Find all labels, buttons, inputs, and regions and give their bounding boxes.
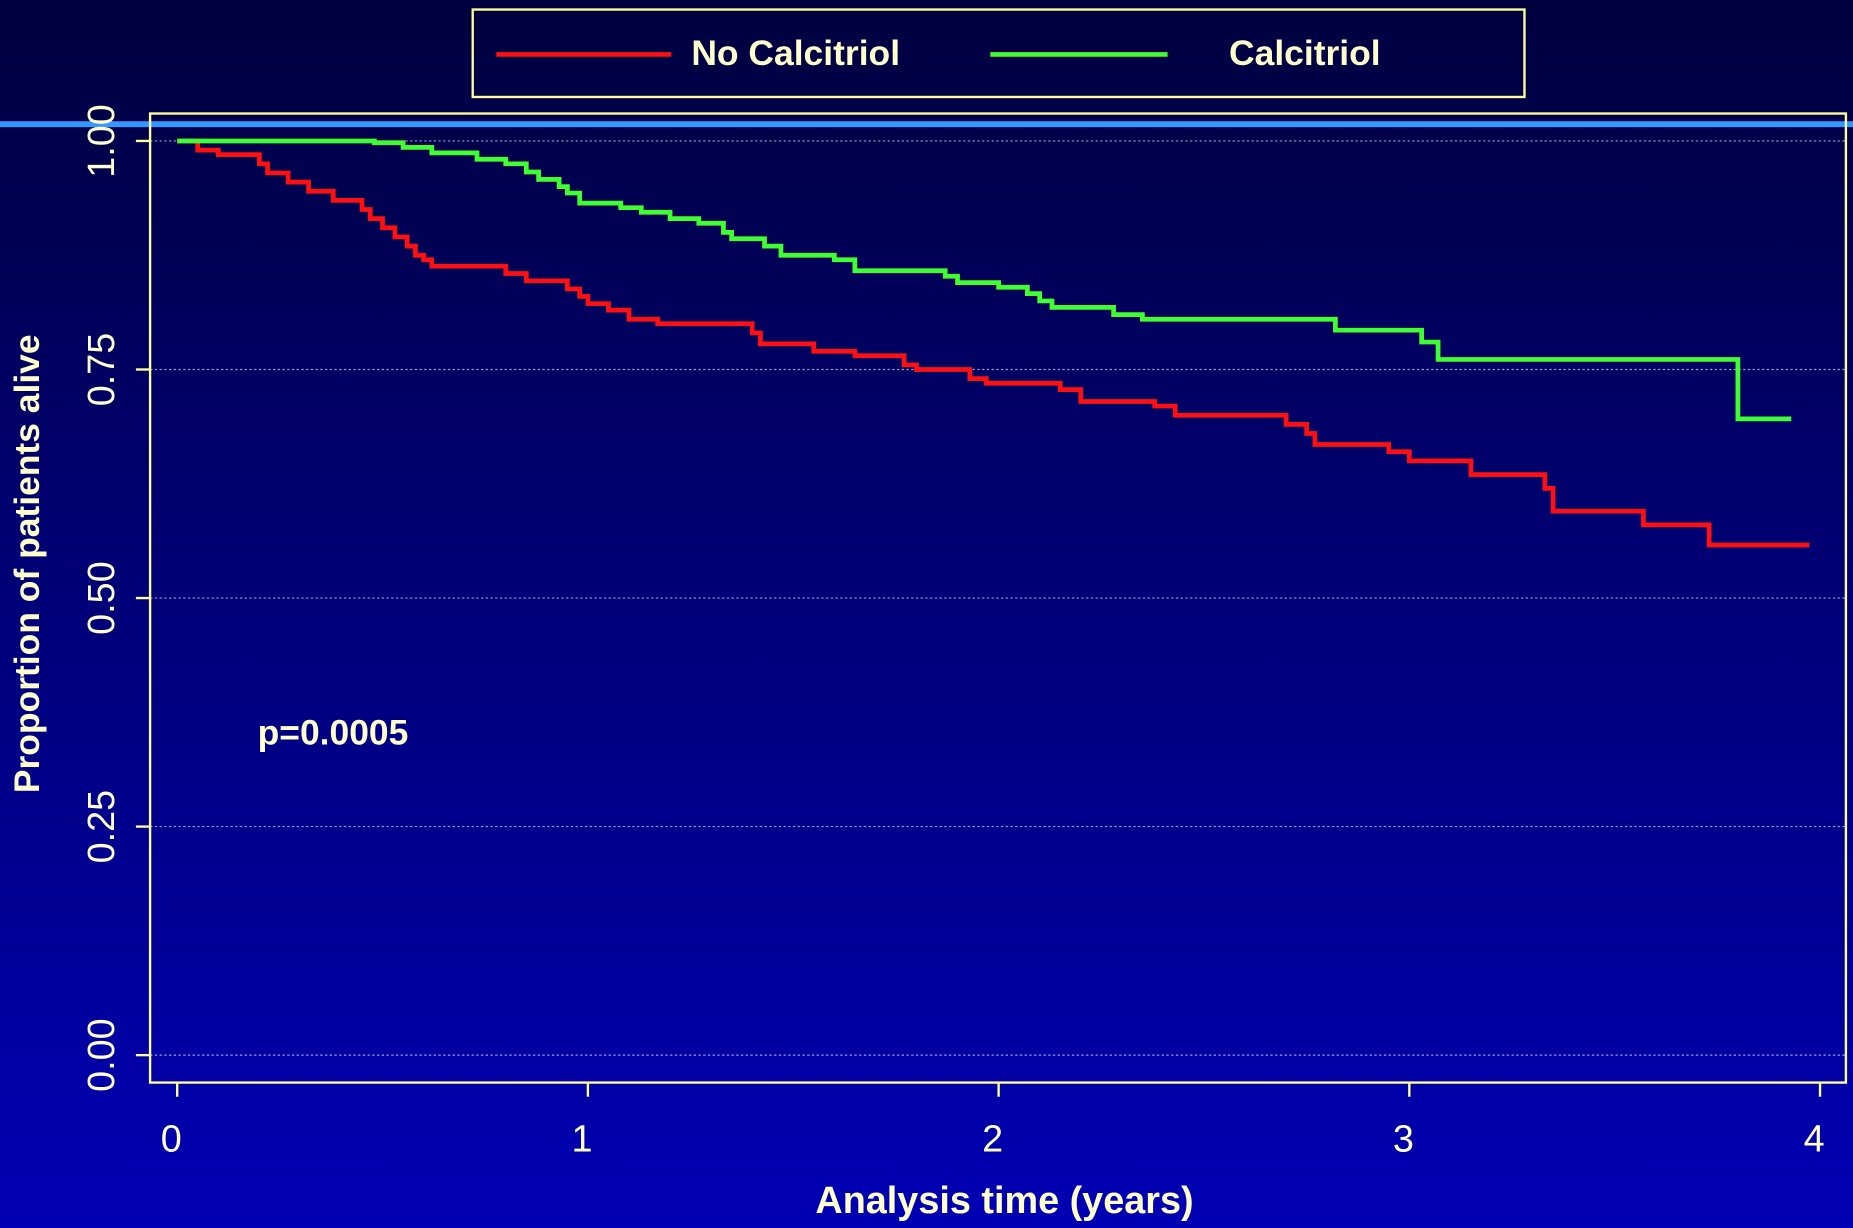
annotation: p=0.0005	[258, 712, 409, 752]
survival-curve	[177, 138, 1810, 548]
x-tick-label: 4	[1804, 1119, 1825, 1161]
legend-label: No Calcitriol	[691, 33, 900, 73]
legend-box	[471, 8, 1526, 99]
x-tick-label: 3	[1393, 1119, 1414, 1161]
x-tick-label: 0	[161, 1119, 182, 1161]
y-tick-label: 0.50	[81, 561, 123, 635]
x-tick-label: 1	[571, 1119, 592, 1161]
x-axis-title: Analysis time (years)	[815, 1180, 1193, 1222]
y-tick-label: 0.25	[81, 790, 123, 864]
legend: No Calcitriol Calcitriol	[471, 8, 1526, 99]
y-tick-label: 0.75	[81, 333, 123, 407]
legend-label: Calcitriol	[1229, 33, 1381, 73]
survival-curve	[177, 138, 1792, 422]
x-tick-label: 2	[982, 1119, 1003, 1161]
y-axis-title: Proportion of patients alive	[7, 334, 47, 793]
y-tick-label: 1.00	[81, 104, 123, 178]
y-tick-label: 0.00	[81, 1018, 123, 1092]
